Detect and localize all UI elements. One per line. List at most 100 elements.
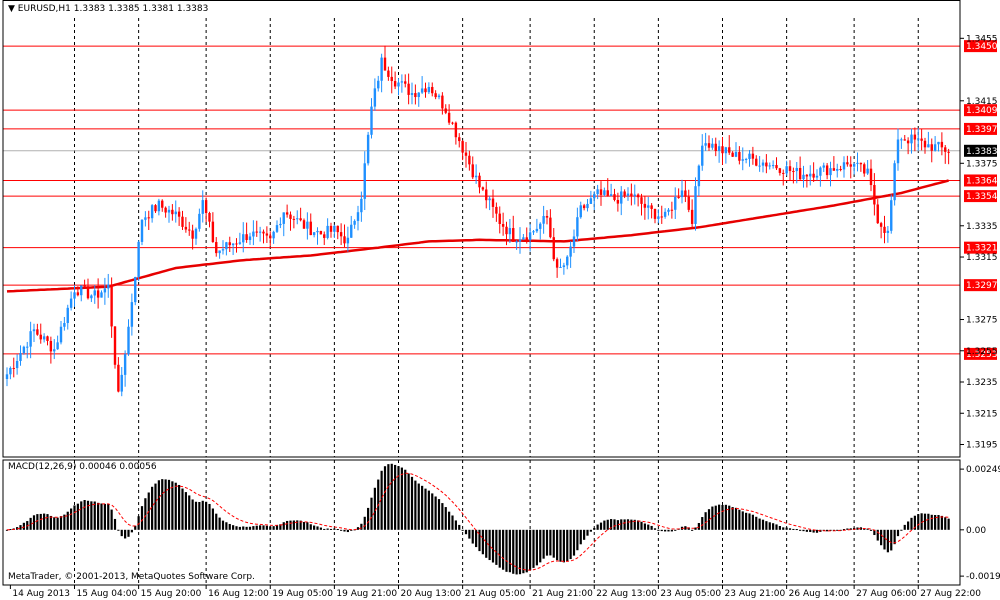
candle-body bbox=[269, 235, 272, 239]
macd-bar bbox=[188, 495, 191, 530]
macd-bar bbox=[829, 529, 832, 531]
candle-body bbox=[674, 197, 677, 210]
time-axis: 14 Aug 2013 15 Aug 04:00 15 Aug 20:00 16 Au… bbox=[9, 585, 981, 599]
candle-body bbox=[46, 336, 49, 341]
candle-body bbox=[120, 374, 123, 392]
macd-bar bbox=[232, 525, 235, 530]
candle-body bbox=[734, 151, 738, 157]
candle-body bbox=[228, 242, 231, 246]
candle-body bbox=[755, 158, 758, 166]
candle-body bbox=[694, 186, 697, 224]
macd-bar bbox=[917, 514, 920, 530]
candle-body bbox=[154, 205, 157, 212]
macd-bar bbox=[637, 520, 640, 530]
macd-bar bbox=[130, 529, 133, 533]
macd-histogram bbox=[5, 463, 950, 575]
macd-bar bbox=[785, 527, 788, 530]
macd-bar bbox=[572, 529, 576, 556]
candle-body bbox=[481, 187, 485, 190]
macd-bar bbox=[404, 469, 407, 530]
candle-body bbox=[667, 209, 670, 212]
candle-body bbox=[302, 220, 306, 229]
macd-bar bbox=[947, 518, 950, 530]
macd-bar bbox=[599, 522, 603, 530]
candle-body bbox=[285, 212, 289, 215]
macd-bar bbox=[421, 485, 424, 530]
candle-body bbox=[242, 234, 245, 243]
candle-body bbox=[545, 216, 549, 218]
candle-body bbox=[356, 212, 360, 221]
candle-body bbox=[488, 198, 491, 201]
candle-body bbox=[663, 211, 667, 217]
candle-body bbox=[876, 204, 879, 224]
candle-body bbox=[589, 198, 593, 204]
macd-bar bbox=[336, 529, 339, 531]
macd-bar bbox=[151, 486, 154, 530]
macd-bar bbox=[373, 487, 376, 530]
candle-body bbox=[218, 250, 221, 254]
macd-bar bbox=[458, 524, 461, 530]
candle-body bbox=[856, 162, 859, 164]
candle-body bbox=[272, 231, 275, 239]
macd-bar bbox=[721, 504, 724, 530]
candle-body bbox=[339, 232, 343, 237]
candle-body bbox=[103, 288, 107, 293]
time-label: 21 Aug 21:00 bbox=[532, 589, 593, 599]
macd-bar bbox=[586, 529, 589, 536]
candle-body bbox=[127, 326, 130, 355]
macd-bar bbox=[849, 528, 852, 530]
macd-bar bbox=[296, 520, 299, 530]
candle-body bbox=[137, 241, 140, 277]
macd-bar bbox=[205, 501, 208, 530]
dropdown-arrow-icon[interactable]: ▼ bbox=[8, 4, 15, 14]
macd-bar bbox=[907, 521, 910, 530]
candle-body bbox=[879, 223, 883, 227]
macd-bar bbox=[225, 522, 228, 530]
time-label: 23 Aug 05:00 bbox=[660, 589, 721, 599]
macd-bar bbox=[556, 529, 559, 561]
candle-body bbox=[198, 213, 201, 229]
candle-body bbox=[134, 276, 137, 303]
macd-bar bbox=[100, 503, 103, 530]
candle-body bbox=[80, 285, 83, 296]
candle-body bbox=[326, 225, 329, 238]
candle-body bbox=[778, 168, 782, 173]
candle-body bbox=[609, 194, 613, 196]
macd-bar bbox=[788, 528, 792, 530]
macd-bar bbox=[910, 517, 913, 530]
candle-body bbox=[204, 200, 208, 214]
candle-body bbox=[36, 329, 39, 335]
candle-body bbox=[312, 232, 316, 236]
macd-bar bbox=[32, 515, 36, 530]
macd-bar bbox=[431, 493, 434, 530]
level-tag-label: 1.3321 bbox=[966, 244, 998, 254]
candle-body bbox=[93, 290, 96, 296]
macd-bar bbox=[427, 490, 430, 530]
macd-bar bbox=[714, 505, 717, 530]
candle-body bbox=[387, 70, 390, 77]
level-tag bbox=[964, 190, 997, 203]
macd-bar bbox=[410, 476, 414, 530]
candle-body bbox=[836, 168, 839, 171]
candle-body bbox=[613, 194, 616, 200]
candle-body bbox=[164, 207, 167, 213]
macd-bar bbox=[215, 513, 218, 530]
macd-bar bbox=[657, 529, 660, 531]
macd-bar bbox=[208, 503, 211, 530]
macd-bar bbox=[367, 507, 370, 530]
candle-body bbox=[522, 237, 525, 240]
macd-bar bbox=[161, 479, 164, 530]
macd-bar bbox=[475, 529, 478, 548]
macd-bar bbox=[137, 516, 140, 530]
macd-bar bbox=[755, 516, 758, 530]
candle-body bbox=[427, 86, 431, 93]
level-tag bbox=[964, 279, 997, 292]
macd-bar bbox=[289, 520, 292, 530]
macd-bar bbox=[259, 525, 262, 530]
candle-body bbox=[454, 122, 458, 138]
macd-signal bbox=[6, 472, 949, 571]
candle-body bbox=[795, 167, 798, 172]
candle-body bbox=[32, 329, 36, 332]
candle-body bbox=[660, 216, 663, 218]
macd-bar bbox=[245, 526, 248, 530]
